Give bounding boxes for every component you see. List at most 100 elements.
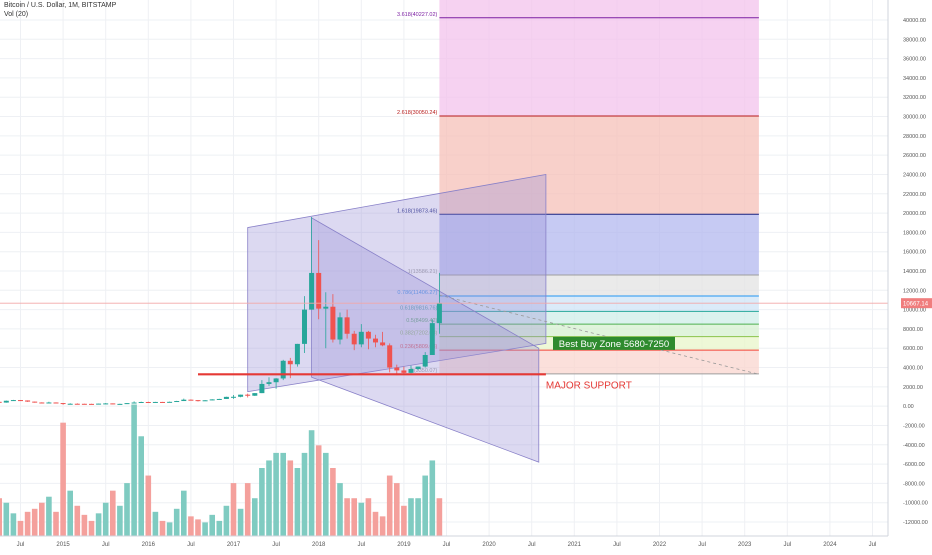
candle-body (380, 342, 386, 346)
candle-body (39, 402, 45, 404)
x-tick-label: Jul (17, 542, 25, 548)
volume-bar (330, 468, 336, 536)
channel-upper (247, 173, 547, 393)
y-tick-label: -6000.00 (903, 462, 925, 468)
time-axis: Jul 2015 Jul 2016 Jul 2017 Jul 2018 Jul 2019 Jul 20… (0, 535, 932, 550)
candle-body (209, 399, 215, 401)
candle-body (351, 333, 357, 345)
volume-bar (244, 483, 251, 536)
volume-bar (408, 498, 414, 536)
candle-body (10, 400, 16, 402)
candles (0, 216, 442, 405)
y-tick-label: 28000.00 (903, 134, 926, 140)
last-price-badge (901, 298, 932, 309)
x-tick-label: 2015 (56, 542, 70, 548)
volume-bar (0, 498, 2, 536)
fib-zone (439, 17, 759, 117)
volume-bar (131, 404, 137, 536)
y-tick-label: 14000.00 (903, 269, 926, 275)
volume-bar (24, 511, 31, 536)
volume-bar (124, 483, 130, 536)
x-tick-label: 2017 (227, 542, 241, 548)
candle-body (0, 401, 2, 403)
price-axis: -12000.00 -10000.00 -8000.00 -6000.00 -4000.… (887, 0, 932, 550)
fib-level-label: 0.786(11406.27) (397, 290, 437, 296)
y-tick-label: 12000.00 (903, 288, 926, 294)
volume-bar (202, 522, 208, 536)
volume-bar (422, 475, 428, 536)
volume-bar (401, 505, 407, 536)
candle-body (344, 317, 350, 334)
candle-body (89, 403, 94, 405)
candle-body (18, 400, 23, 402)
y-tick-label: 22000.00 (903, 192, 926, 198)
x-tick-label: 2022 (653, 542, 667, 548)
fib-zone (439, 214, 759, 275)
candle-body (145, 402, 151, 404)
volume-bar (394, 483, 400, 536)
fib-level-label: 2.618(30050.24) (397, 110, 438, 116)
volume-bar (181, 490, 187, 536)
fib-level-label: 0(3350.07) (411, 368, 438, 374)
candle-body (46, 402, 52, 404)
candle-body (81, 403, 87, 405)
candle-body (323, 306, 329, 309)
y-tick-label: 2000.00 (903, 385, 923, 391)
buy-zone-label: Best Buy Zone 5680-7250 (559, 339, 669, 350)
y-tick-label: 24000.00 (903, 172, 926, 178)
x-tick-label: Jul (187, 542, 195, 548)
candle-body (365, 331, 371, 339)
volume-bar (273, 452, 279, 536)
candle-body (436, 303, 442, 324)
price-axis-bg (888, 0, 932, 550)
candle-body (408, 368, 414, 373)
volume-bar (67, 490, 73, 536)
projection-line (439, 294, 759, 375)
candle-body (415, 366, 421, 369)
x-tick-label: Jul (357, 542, 365, 548)
volume-bar (337, 483, 343, 536)
volume-bar (53, 511, 59, 536)
candle-body (32, 401, 38, 403)
volume-bar (280, 452, 286, 536)
volume-bar (223, 505, 230, 536)
candle-body (316, 272, 322, 309)
fib-level-label: 0.618(9816.76) (400, 305, 437, 311)
volume-bar (259, 468, 265, 536)
candle-body (152, 401, 158, 403)
x-tick-label: Jul (528, 542, 536, 548)
candle-body (3, 400, 9, 403)
candle-body (188, 399, 194, 401)
y-tick-label: 38000.00 (903, 37, 926, 43)
volume-indicator-label[interactable]: Vol (20) (4, 11, 29, 18)
candle-body (429, 323, 435, 355)
candle-body (302, 309, 307, 344)
x-tick-label: 2023 (738, 542, 752, 548)
buy-zone-badge (553, 336, 675, 350)
y-tick-label: 34000.00 (903, 76, 926, 82)
candle-body (174, 401, 180, 403)
fib-zone (439, 274, 759, 297)
fib-zone (439, 350, 759, 374)
candle-body (337, 317, 343, 340)
volume-bar (237, 508, 244, 536)
y-tick-label: 30000.00 (903, 115, 926, 121)
candle-body (202, 400, 208, 402)
time-axis-bg (0, 536, 932, 550)
fib-zone (439, 311, 759, 325)
candle-body (117, 403, 123, 405)
candle-body (238, 394, 244, 397)
x-tick-label: Jul (613, 542, 621, 548)
volume-bar (351, 498, 357, 536)
candle-body (74, 403, 80, 405)
volume-bar (10, 513, 17, 536)
volume-bar (17, 520, 24, 536)
candle-body (280, 360, 286, 379)
volume-bar (379, 516, 386, 536)
candle-body (252, 393, 258, 396)
volume-bar (216, 520, 223, 536)
fib-level-label: 0.382(7202.08) (400, 331, 437, 337)
volume-bar (60, 422, 66, 536)
